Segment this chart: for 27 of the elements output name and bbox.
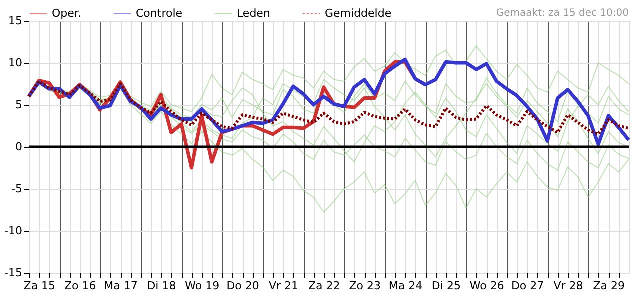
- x-tick-label: Wo 19: [185, 280, 220, 292]
- y-tick-label: 0: [16, 140, 22, 154]
- legend-label: Gemiddelde: [325, 6, 392, 20]
- x-tick-label: Vr 21: [268, 280, 299, 292]
- x-tick-label: Zo 23: [349, 280, 381, 292]
- y-tick-label: -5: [12, 182, 22, 196]
- legend-label: Leden: [237, 6, 270, 20]
- x-tick-label: Vr 28: [554, 280, 584, 292]
- x-tick-label: Ma 17: [104, 280, 138, 292]
- x-tick-label: Za 15: [24, 280, 56, 292]
- x-tick-label: Za 29: [593, 280, 626, 292]
- x-tick-label: Ma 24: [388, 280, 423, 292]
- x-tick-label: Wo 26: [470, 280, 504, 292]
- y-tick-label: 10: [8, 56, 22, 70]
- x-tick-label: Di 25: [432, 280, 461, 292]
- x-tick-label: Di 18: [147, 280, 176, 292]
- y-tick-label: 5: [16, 98, 22, 112]
- y-tick-label: 15: [8, 14, 22, 28]
- x-tick-label: Do 20: [226, 280, 260, 292]
- x-tick-label: Zo 16: [64, 280, 96, 292]
- y-tick-label: -15: [4, 266, 22, 280]
- legend-label: Oper.: [52, 6, 82, 20]
- legend-label: Controle: [136, 6, 183, 20]
- text: Gemaakt: za 15 dec 10:00: [496, 8, 629, 19]
- x-tick-label: Do 27: [511, 280, 544, 292]
- y-tick-label: -10: [4, 224, 22, 238]
- x-tick-label: Za 22: [308, 280, 340, 292]
